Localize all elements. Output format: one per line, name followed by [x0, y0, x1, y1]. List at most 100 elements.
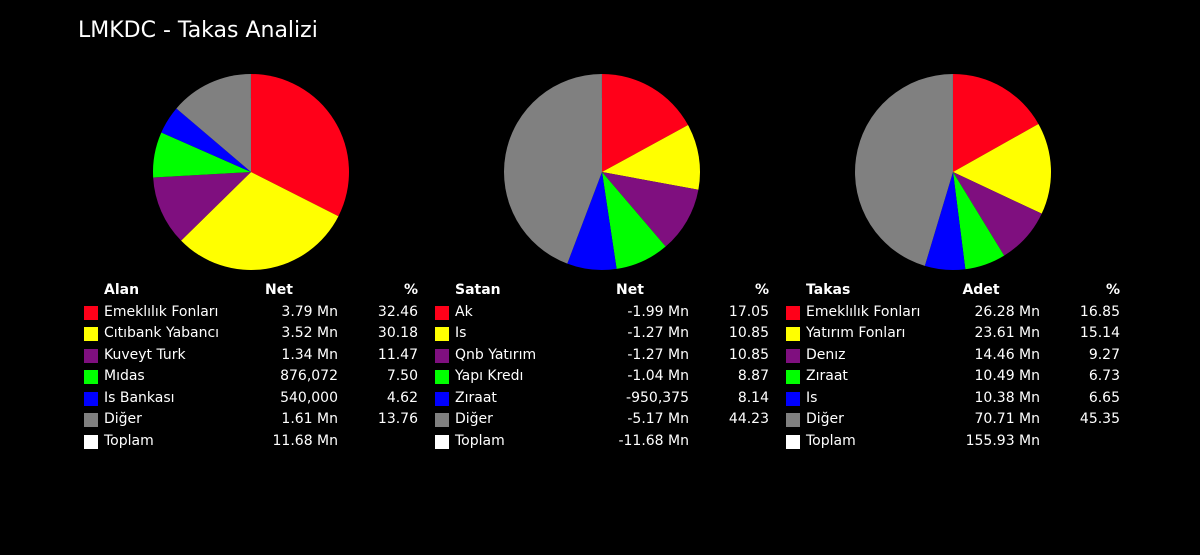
legend-label: Is Bankası: [104, 389, 175, 406]
legend-swatch: [786, 305, 800, 320]
legend-label: Mıdas: [104, 368, 145, 384]
legend-value: -950,375: [626, 389, 689, 406]
header-value: Adet: [962, 282, 1000, 298]
legend-label: Diğer: [104, 411, 142, 427]
pie-slice-5: [924, 172, 966, 270]
legend-swatch: [786, 434, 800, 449]
legend-header: Alan Net%: [84, 280, 424, 302]
legend-value: -1.99 Mn: [627, 303, 689, 320]
legend-percent: 9.27: [1088, 346, 1120, 363]
pie-slice-2: [181, 172, 339, 270]
legend-table-2: Satan Net% Ak -1.99 Mn 17.05 Is -1.27 Mn 10.85 Q…: [435, 280, 775, 452]
legend-percent: 44.23: [728, 411, 769, 427]
legend-percent: 6.65: [1088, 389, 1120, 406]
legend-swatch: [786, 348, 800, 363]
legend-total-row: Toplam 11.68 Mn: [84, 431, 424, 453]
pie-slice-6: [855, 74, 953, 266]
legend-value: 1.61 Mn: [281, 411, 338, 427]
legend-row: Zıraat -950,375 8.14: [435, 388, 775, 410]
legend-label: Zıraat: [806, 368, 848, 384]
legend-percent: 6.73: [1088, 368, 1120, 384]
legend-label: Is: [455, 325, 467, 341]
legend-value: -1.27 Mn: [627, 325, 689, 341]
legend-percent: 11.47: [377, 346, 418, 363]
legend-row: Is -1.27 Mn 10.85: [435, 323, 775, 345]
legend-value: -1.27 Mn: [627, 346, 689, 363]
legend-label: Qnb Yatırım: [455, 346, 537, 363]
legend-percent: 45.35: [1079, 411, 1120, 427]
legend-value: 11.68 Mn: [272, 432, 338, 449]
legend-percent: 30.18: [377, 325, 418, 341]
legend-percent: 8.14: [737, 389, 769, 406]
legend-swatch: [435, 434, 449, 449]
pie-svg: [855, 74, 1052, 270]
legend-percent: 4.62: [386, 389, 418, 406]
legend-swatch: [435, 391, 449, 406]
legend-label: Kuveyt Turk: [104, 346, 186, 363]
pie-chart-1: [151, 72, 351, 272]
legend-percent: 10.85: [728, 325, 769, 341]
legend-value: 26.28 Mn: [974, 303, 1040, 320]
legend-value: 540,000: [280, 389, 338, 406]
legend-percent: 16.85: [1079, 303, 1120, 320]
pie-slice-2: [602, 125, 701, 190]
legend-value: 23.61 Mn: [974, 325, 1040, 341]
legend-swatch: [84, 413, 98, 427]
legend-swatch: [786, 391, 800, 406]
legend-percent: 7.50: [386, 368, 418, 384]
legend-swatch: [786, 413, 800, 427]
legend-label: Emeklılık Fonları: [104, 303, 219, 320]
pie-slice-1: [953, 74, 1039, 172]
legend-swatch: [84, 305, 98, 320]
legend-row: Mıdas 876,072 7.50: [84, 366, 424, 388]
legend-label: Toplam: [104, 432, 154, 449]
legend-row: Emeklılık Fonları 3.79 Mn 32.46: [84, 302, 424, 324]
legend-percent: 15.14: [1079, 325, 1120, 341]
header-percent: %: [1105, 282, 1120, 298]
legend-total-row: Toplam 155.93 Mn: [786, 431, 1126, 453]
legend-swatch: [435, 327, 449, 341]
header-percent: %: [403, 282, 418, 298]
legend-percent: 17.05: [728, 303, 769, 320]
legend-label: Is: [806, 389, 818, 406]
legend-label: Diğer: [455, 411, 493, 427]
pie-slice-4: [602, 172, 666, 269]
legend-label: Yatırım Fonları: [806, 325, 906, 341]
legend-percent: 32.46: [377, 303, 418, 320]
legend-label: Zıraat: [455, 389, 497, 406]
pie-slice-5: [567, 172, 617, 271]
legend-header: Satan Net%: [435, 280, 775, 302]
legend-label: Diğer: [806, 411, 844, 427]
legend-value: 155.93 Mn: [965, 432, 1040, 449]
legend-label: Toplam: [806, 432, 856, 449]
header-value: Net: [265, 282, 293, 298]
page-title: LMKDC - Takas Analizi: [78, 18, 318, 43]
pie-slice-6: [504, 74, 602, 264]
header-percent: %: [754, 282, 769, 298]
pie-slice-3: [602, 172, 699, 247]
legend-swatch: [84, 391, 98, 406]
legend-swatch: [84, 370, 98, 384]
legend-swatch: [435, 370, 449, 384]
legend-row: Cıtıbank Yabancı 3.52 Mn 30.18: [84, 323, 424, 345]
legend-percent: 8.87: [737, 368, 769, 384]
legend-label: Ak: [455, 303, 473, 320]
legend-swatch: [435, 413, 449, 427]
legend-row: Diğer -5.17 Mn 44.23: [435, 409, 775, 431]
legend-row: Emeklılık Fonları 26.28 Mn 16.85: [786, 302, 1126, 324]
legend-value: -1.04 Mn: [627, 368, 689, 384]
pie-svg: [152, 74, 349, 270]
pie-svg: [504, 74, 701, 271]
legend-swatch: [84, 348, 98, 363]
header-value: Net: [616, 282, 644, 298]
legend-swatch: [435, 305, 449, 320]
legend-value: 14.46 Mn: [974, 346, 1040, 363]
legend-row: Zıraat 10.49 Mn 6.73: [786, 366, 1126, 388]
legend-label: Yapı Kredı: [455, 368, 524, 384]
legend-row: Yapı Kredı -1.04 Mn 8.87: [435, 366, 775, 388]
legend-row: Diğer 70.71 Mn 45.35: [786, 409, 1126, 431]
header-name: Alan: [104, 282, 140, 298]
pie-chart-2: [502, 72, 702, 272]
legend-total-row: Toplam -11.68 Mn: [435, 431, 775, 453]
header-name: Takas: [806, 282, 851, 298]
